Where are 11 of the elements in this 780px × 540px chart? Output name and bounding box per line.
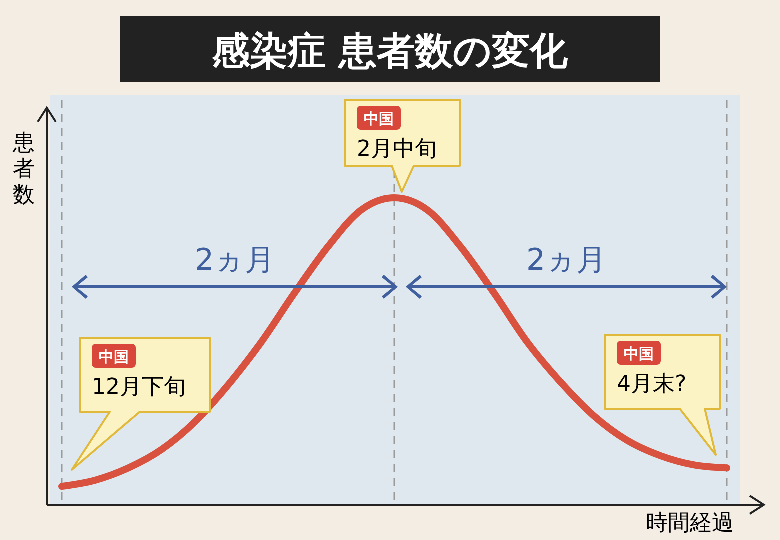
annotation: 中国 bbox=[624, 345, 654, 363]
annotation: 2ヵ月 bbox=[194, 243, 276, 278]
annotation: 12月下旬 bbox=[92, 375, 186, 400]
chart-title: 感染症 患者数の変化 bbox=[210, 29, 570, 73]
text: 中国 bbox=[364, 110, 394, 128]
text: 2月中旬 bbox=[357, 137, 437, 162]
annotation: 2ヵ月 bbox=[526, 243, 607, 278]
annotation: 中国 bbox=[99, 348, 129, 366]
y-axis-title: 患者数 bbox=[12, 131, 35, 208]
annotation: 4月末? bbox=[617, 372, 687, 397]
x-axis-title: 時間経過 bbox=[646, 511, 734, 536]
